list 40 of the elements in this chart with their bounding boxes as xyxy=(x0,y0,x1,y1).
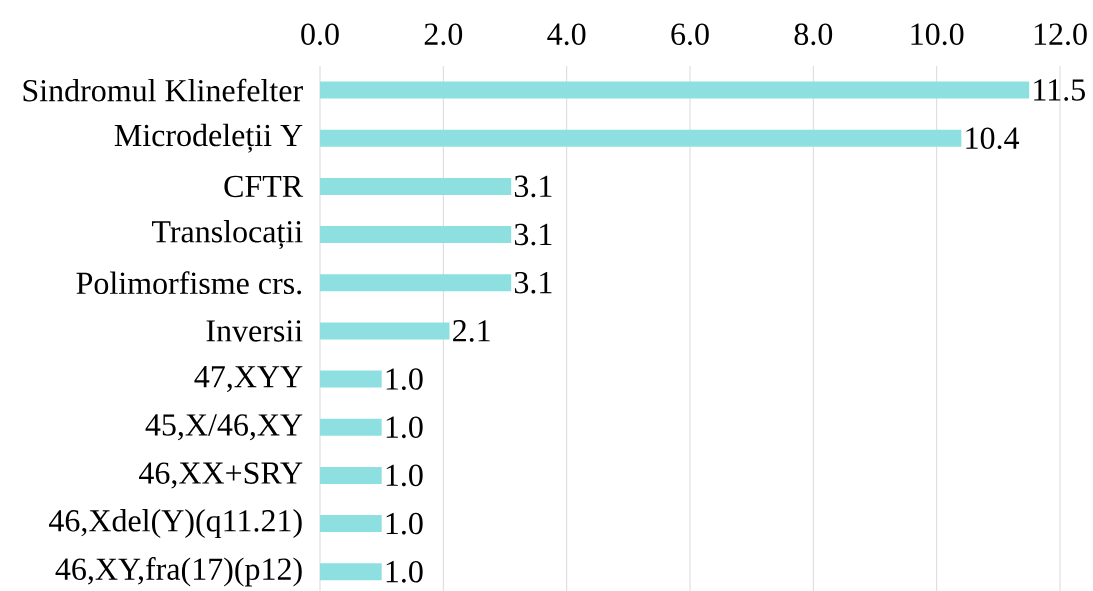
x-tick-label: 2.0 xyxy=(424,23,463,46)
y-tick-label: Inversii xyxy=(206,320,303,342)
bar xyxy=(320,563,382,581)
y-tick-label: Translocații xyxy=(152,220,303,250)
bar xyxy=(320,370,382,388)
y-tick-label: 46,Xdel(Y)(q11.21) xyxy=(49,509,302,539)
data-label: 1.0 xyxy=(386,368,423,390)
bar xyxy=(320,177,512,195)
y-tick-label: 46,XX+SRY xyxy=(139,462,303,489)
x-tick-label: 0.0 xyxy=(301,23,339,46)
x-tick-label: 8.0 xyxy=(794,23,833,46)
y-tick-label: 47,XYY xyxy=(194,366,303,393)
bar xyxy=(320,274,512,292)
data-label: 1.0 xyxy=(386,512,423,535)
y-tick-label: Polimorfisme crs. xyxy=(76,271,302,295)
data-label: 11.5 xyxy=(1034,79,1085,101)
bar xyxy=(320,418,382,436)
bar xyxy=(320,226,512,244)
y-tick-label: 45,X/46,XY xyxy=(145,414,303,441)
data-label: 1.0 xyxy=(386,464,423,487)
x-tick-label: 10.0 xyxy=(911,23,964,46)
y-tick-label: CFTR xyxy=(224,175,304,198)
bar xyxy=(320,322,450,340)
data-label: 1.0 xyxy=(386,560,423,583)
bar xyxy=(320,515,382,533)
data-label: 10.4 xyxy=(966,127,1020,150)
x-tick-label: 12.0 xyxy=(1034,23,1087,46)
x-tick-label: 4.0 xyxy=(547,23,586,46)
data-label: 1.0 xyxy=(386,416,423,439)
y-tick-label: Sindromul Klinefelter xyxy=(23,78,303,102)
data-label: 3.1 xyxy=(514,271,552,294)
y-tick-label: 46,XY,fra(17)(p12) xyxy=(55,557,302,587)
bar xyxy=(320,81,1030,99)
data-label: 3.1 xyxy=(514,175,552,198)
data-label: 3.1 xyxy=(514,223,552,246)
data-label: 2.1 xyxy=(453,320,490,342)
x-tick-label: 6.0 xyxy=(671,23,709,46)
bar xyxy=(320,466,382,484)
y-tick-label: Microdeleții Y xyxy=(114,123,303,153)
bar xyxy=(320,129,962,147)
